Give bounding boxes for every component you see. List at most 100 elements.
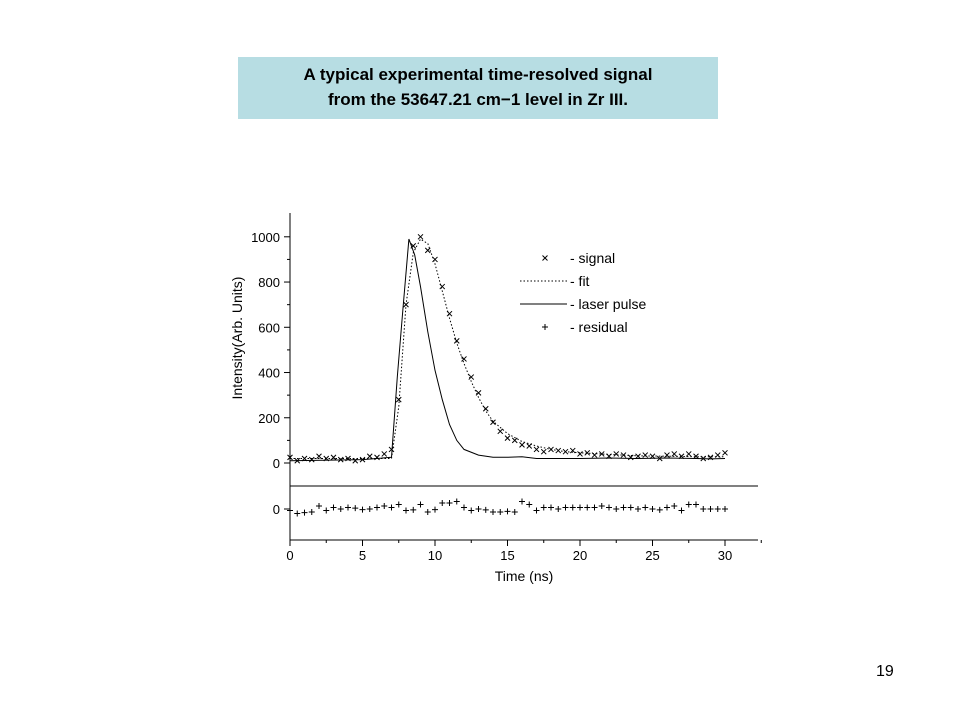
- residual-point: [627, 504, 634, 511]
- residual-zero-label: 0: [273, 502, 280, 517]
- y-tick-label: 1000: [251, 230, 280, 245]
- signal-point: [620, 452, 627, 458]
- y-tick-label: 400: [258, 366, 280, 381]
- residual-point: [490, 509, 496, 515]
- residual-point: [395, 501, 402, 508]
- residual-point: [446, 500, 453, 506]
- residual-point: [432, 506, 438, 513]
- residual-point: [664, 504, 670, 511]
- residual-point: [366, 506, 373, 512]
- legend-label: - laser pulse: [570, 296, 646, 312]
- residual-point: [577, 504, 583, 511]
- residual-point: [678, 507, 685, 514]
- residual-point: [301, 509, 308, 516]
- signal-point: [533, 446, 540, 453]
- residual-point: [287, 507, 293, 514]
- signal-point: [381, 451, 388, 457]
- slide-title-line-1: A typical experimental time-resolved sig…: [303, 65, 653, 84]
- residual-point: [613, 506, 620, 512]
- residual-point: [345, 504, 351, 511]
- residual-point: [540, 504, 547, 511]
- y-tick-label: 200: [258, 411, 280, 426]
- page-number: 19: [876, 663, 894, 680]
- residual-point: [591, 504, 598, 511]
- residual-point: [598, 503, 605, 509]
- signal-point: [490, 419, 496, 426]
- residual-point: [439, 500, 446, 506]
- residual-point: [700, 506, 707, 512]
- legend-signal-marker: [542, 255, 548, 261]
- residual-point: [562, 504, 569, 511]
- signal-point: [330, 454, 337, 461]
- y-tick-label: 800: [258, 275, 280, 290]
- signal-point: [613, 451, 620, 457]
- laser-pulse-line: [289, 238, 726, 462]
- residual-point: [722, 506, 728, 512]
- signal-point: [424, 247, 431, 254]
- residual-point: [584, 504, 591, 511]
- residual-point: [424, 509, 431, 515]
- legend-residual-marker: [542, 324, 548, 330]
- signal-point: [497, 428, 504, 435]
- signal-point: [511, 437, 518, 444]
- signal-point: [627, 454, 634, 461]
- residual-point: [475, 506, 482, 512]
- legend-label: - fit: [570, 273, 590, 289]
- residual-point: [330, 504, 337, 511]
- signal-point: [352, 457, 359, 464]
- residual-point: [685, 501, 692, 508]
- x-tick-label: 20: [573, 548, 587, 563]
- residual-point: [519, 498, 525, 505]
- residual-point: [649, 506, 656, 512]
- residual-point: [511, 509, 518, 515]
- y-axis-label: Intensity(Arb. Units): [229, 277, 245, 400]
- residual-point: [635, 506, 641, 512]
- residual-point: [569, 504, 576, 511]
- residual-point: [468, 507, 475, 514]
- residual-point: [374, 504, 380, 511]
- residual-point: [417, 501, 424, 508]
- x-tick-label: 30: [718, 548, 732, 563]
- x-tick-label: 15: [500, 548, 514, 563]
- signal-point: [584, 449, 591, 456]
- residual-point: [656, 506, 663, 513]
- residual-point: [555, 506, 562, 512]
- signal-point: [482, 405, 489, 412]
- residual-point: [606, 504, 612, 511]
- residual-point: [548, 504, 554, 511]
- signal-point: [598, 451, 605, 457]
- residual-point: [359, 506, 366, 513]
- residual-point: [693, 501, 699, 508]
- signal-point: [722, 449, 728, 456]
- x-tick-label: 10: [428, 548, 442, 563]
- signal-point: [664, 452, 670, 458]
- residual-point: [316, 503, 322, 509]
- signal-point: [685, 451, 692, 457]
- signal-point: [540, 448, 547, 455]
- x-tick-label: 5: [359, 548, 366, 563]
- signal-point: [671, 451, 678, 457]
- residual-point: [526, 501, 533, 508]
- residual-point: [388, 504, 395, 511]
- signal-point: [693, 453, 699, 460]
- y-tick-label: 600: [258, 320, 280, 335]
- residual-point: [707, 506, 714, 512]
- signal-point: [461, 356, 467, 362]
- x-axis-label: Time (ns): [495, 568, 554, 584]
- y-tick-label: 0: [273, 456, 280, 471]
- signal-point: [504, 435, 511, 441]
- residual-point: [714, 506, 721, 512]
- residual-point: [533, 507, 540, 514]
- residual-point: [308, 509, 315, 515]
- residual-point: [403, 507, 409, 514]
- residual-point: [294, 510, 301, 517]
- residual-point: [381, 503, 388, 509]
- residual-point: [482, 506, 489, 513]
- residual-point: [671, 503, 678, 509]
- signal-point: [453, 337, 460, 344]
- signal-point: [577, 451, 583, 457]
- x-tick-label: 0: [286, 548, 293, 563]
- signal-point: [468, 374, 475, 380]
- residual-point: [352, 505, 359, 512]
